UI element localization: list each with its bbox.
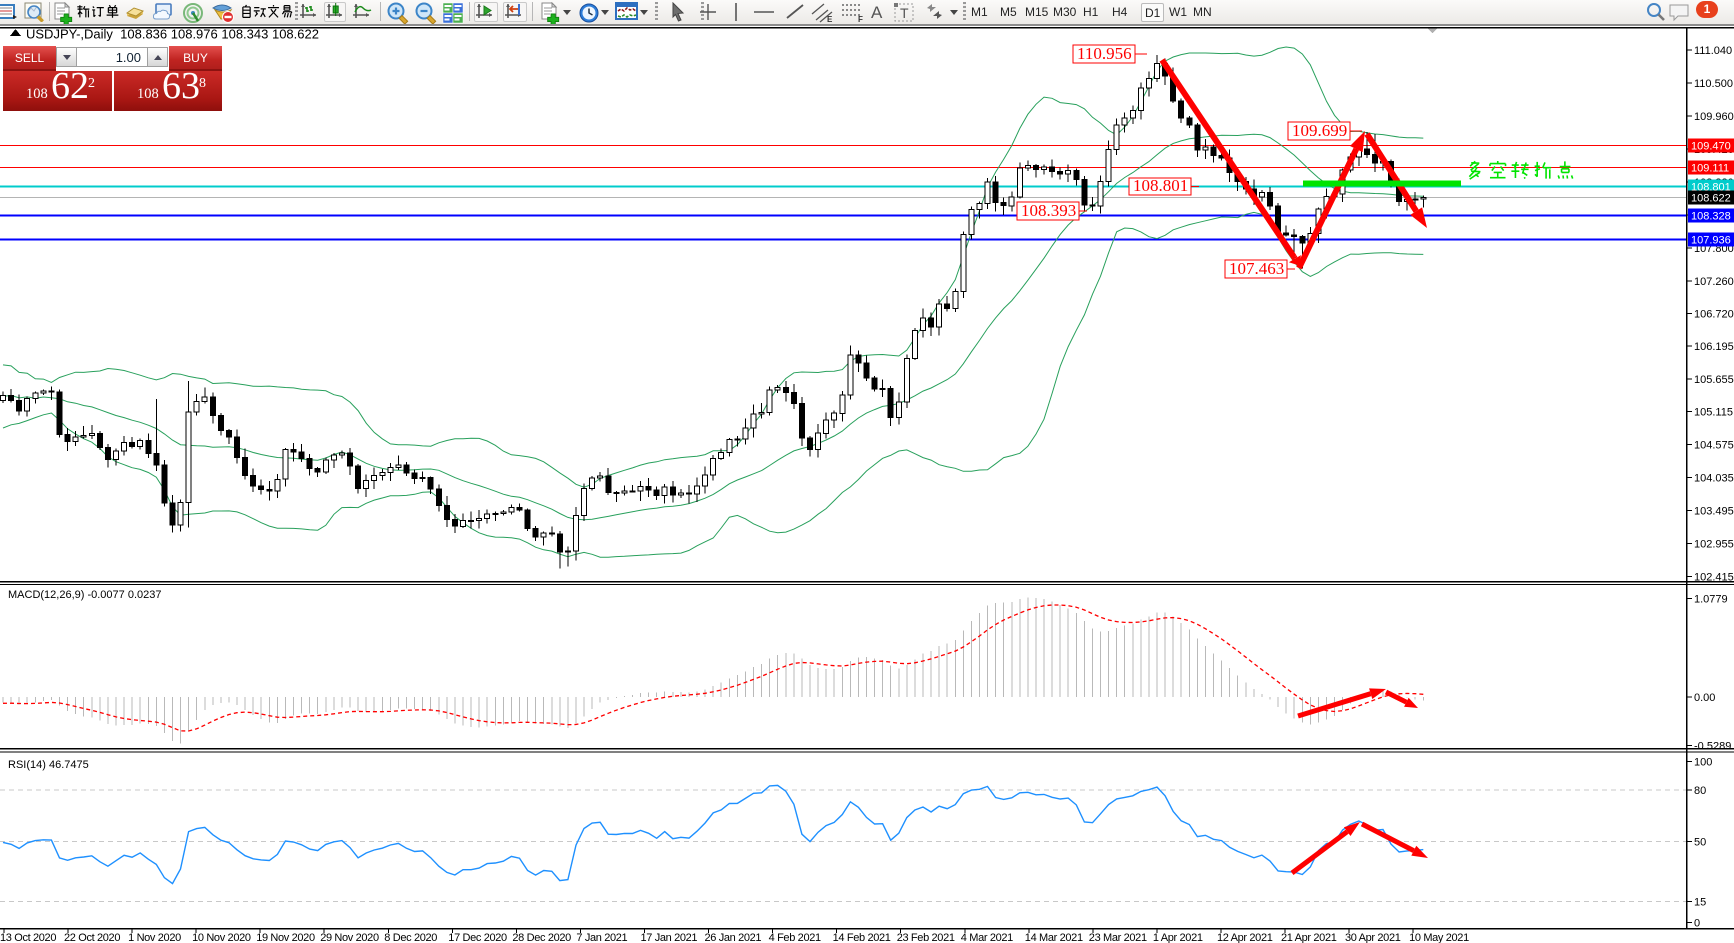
svg-text:104.575: 104.575 <box>1694 440 1734 452</box>
svg-text:22 Oct 2020: 22 Oct 2020 <box>64 932 120 943</box>
svg-text:105.655: 105.655 <box>1694 374 1734 386</box>
svg-text:F: F <box>858 15 863 24</box>
svg-text:-0.5289: -0.5289 <box>1694 740 1731 752</box>
svg-text:109.960: 109.960 <box>1694 111 1734 123</box>
svg-text:4 Mar 2021: 4 Mar 2021 <box>961 932 1013 943</box>
svg-text:107.936: 107.936 <box>1691 235 1731 247</box>
svg-text:MACD(12,26,9) -0.0077 0.0237: MACD(12,26,9) -0.0077 0.0237 <box>8 589 161 601</box>
svg-text:108.801: 108.801 <box>1133 176 1188 195</box>
svg-text:14 Feb 2021: 14 Feb 2021 <box>833 932 891 943</box>
svg-text:A: A <box>871 3 883 22</box>
svg-text:107.463: 107.463 <box>1229 259 1284 278</box>
svg-text:17 Dec 2020: 17 Dec 2020 <box>448 932 507 943</box>
svg-text:T: T <box>900 5 909 21</box>
svg-text:1 Apr 2021: 1 Apr 2021 <box>1153 932 1203 943</box>
svg-text:12 Apr 2021: 12 Apr 2021 <box>1217 932 1273 943</box>
svg-text:108.393: 108.393 <box>1021 201 1076 220</box>
svg-text:0: 0 <box>1694 918 1700 930</box>
svg-text:15: 15 <box>1694 897 1706 909</box>
svg-text:28 Dec 2020: 28 Dec 2020 <box>512 932 571 943</box>
svg-text:111.040: 111.040 <box>1694 45 1732 57</box>
svg-text:23 Feb 2021: 23 Feb 2021 <box>897 932 955 943</box>
svg-text:1 Nov 2020: 1 Nov 2020 <box>128 932 181 943</box>
svg-text:4 Feb 2021: 4 Feb 2021 <box>769 932 821 943</box>
svg-text:10 Nov 2020: 10 Nov 2020 <box>192 932 251 943</box>
svg-text:10 May 2021: 10 May 2021 <box>1409 932 1469 943</box>
svg-text:14 Mar 2021: 14 Mar 2021 <box>1025 932 1083 943</box>
svg-text:105.115: 105.115 <box>1694 407 1733 419</box>
svg-text:103.495: 103.495 <box>1694 506 1734 518</box>
svg-text:RSI(14) 46.7475: RSI(14) 46.7475 <box>8 759 89 771</box>
svg-text:19 Nov 2020: 19 Nov 2020 <box>256 932 315 943</box>
svg-text:109.470: 109.470 <box>1691 141 1731 153</box>
svg-text:110.956: 110.956 <box>1077 44 1132 63</box>
svg-text:104.035: 104.035 <box>1694 473 1734 485</box>
svg-text:100: 100 <box>1694 757 1712 769</box>
svg-text:109.699: 109.699 <box>1292 121 1347 140</box>
svg-text:80: 80 <box>1694 785 1706 797</box>
svg-text:106.195: 106.195 <box>1694 341 1734 353</box>
svg-text:21 Apr 2021: 21 Apr 2021 <box>1281 932 1337 943</box>
svg-text:102.415: 102.415 <box>1694 572 1734 584</box>
svg-text:30 Apr 2021: 30 Apr 2021 <box>1345 932 1401 943</box>
svg-text:26 Jan 2021: 26 Jan 2021 <box>705 932 762 943</box>
svg-text:0.00: 0.00 <box>1694 692 1715 704</box>
svg-text:106.720: 106.720 <box>1694 309 1734 321</box>
svg-text:17 Jan 2021: 17 Jan 2021 <box>641 932 698 943</box>
svg-text:108.328: 108.328 <box>1691 211 1731 223</box>
svg-text:108.622: 108.622 <box>1691 193 1731 205</box>
svg-text:8 Dec 2020: 8 Dec 2020 <box>384 932 437 943</box>
svg-text:7 Jan 2021: 7 Jan 2021 <box>576 932 627 943</box>
svg-text:29 Nov 2020: 29 Nov 2020 <box>320 932 379 943</box>
svg-text:13 Oct 2020: 13 Oct 2020 <box>0 932 56 943</box>
svg-text:107.260: 107.260 <box>1694 276 1734 288</box>
svg-text:109.111: 109.111 <box>1691 163 1729 175</box>
svg-text:E: E <box>827 15 833 24</box>
svg-text:USDJPY-,Daily 108.836 108.976: USDJPY-,Daily 108.836 108.976 108.343 10… <box>26 27 319 42</box>
svg-text:110.500: 110.500 <box>1694 78 1733 90</box>
svg-text:23 Mar 2021: 23 Mar 2021 <box>1089 932 1147 943</box>
svg-text:102.955: 102.955 <box>1694 539 1734 551</box>
svg-text:1.0779: 1.0779 <box>1694 593 1728 605</box>
svg-text:50: 50 <box>1694 837 1706 849</box>
